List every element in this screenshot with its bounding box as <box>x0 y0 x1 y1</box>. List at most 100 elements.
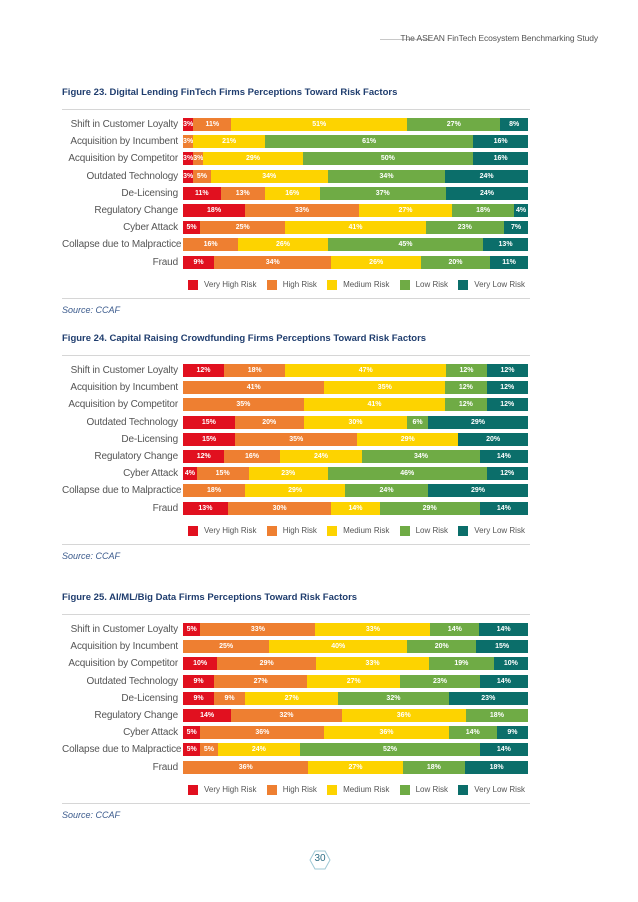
bar-segment-very-high-risk: 5% <box>183 726 201 740</box>
bar-segment-high-risk: 27% <box>214 674 308 688</box>
legend-swatch <box>458 279 469 290</box>
category-label: Shift in Customer Loyalty <box>70 624 179 636</box>
stacked-bar: 18% 33% 27% 18% 4% <box>183 204 528 218</box>
legend-label: Medium Risk <box>343 526 390 536</box>
bar-segment-medium-risk: 27% <box>308 760 403 774</box>
figure-bottom-rule <box>62 543 530 545</box>
bar-segment-high-risk: 9% <box>214 691 246 705</box>
category-label: Acquisition by Incumbent <box>70 641 178 653</box>
chart-row: Shift in Customer Loyalty 3% 11% 51% 27% 8% <box>62 116 530 133</box>
legend-swatch <box>188 525 198 536</box>
chart-row: Acquisition by Incumbent 25% 40% 20% 15% <box>62 638 530 655</box>
bar-segment-high-risk: 30% <box>227 501 332 515</box>
stacked-bar: 15% 35% 29% 20% <box>183 432 528 446</box>
legend-item: Very Low Risk <box>458 279 525 290</box>
chart-row: Collapse due to Malpractice 18% 29% 24% 29% <box>62 482 530 499</box>
legend-label: Low Risk <box>415 280 449 290</box>
legend-item: Medium Risk <box>327 279 389 290</box>
bar-segment-low-risk: 52% <box>300 743 480 757</box>
legend-swatch <box>266 279 277 290</box>
bar-segment-high-risk: 15% <box>196 467 249 481</box>
chart-legend: Very High Risk High Risk Medium Risk Low Ri… <box>183 279 528 290</box>
bar-segment-low-risk: 12% <box>446 364 487 378</box>
bar-segment-low-risk: 6% <box>407 415 428 429</box>
bar-segment-low-risk: 23% <box>400 674 480 688</box>
legend-label: Very High Risk <box>204 526 257 536</box>
bar-segment-very-high-risk: 5% <box>183 221 201 235</box>
bar-segment-medium-risk: 35% <box>324 381 446 395</box>
legend-swatch <box>399 784 410 795</box>
bar-segment-high-risk: 36% <box>200 726 325 740</box>
bar-segment-medium-risk: 36% <box>324 726 449 740</box>
category-label: Outdated Technology <box>86 170 179 182</box>
bar-segment-low-risk: 29% <box>379 501 480 515</box>
bar-segment-low-risk: 18% <box>452 204 515 218</box>
chart-row: Collapse due to Malpractice 16% 26% 45% 13% <box>62 236 530 253</box>
bar-segment-medium-risk: 36% <box>341 709 466 723</box>
bar-segment-very-low-risk: 14% <box>479 501 528 515</box>
stacked-bar: 35% 41% 12% 12% <box>183 398 528 412</box>
bar-segment-very-high-risk: 5% <box>183 743 201 757</box>
stacked-bar: 9% 27% 27% 23% 14% <box>183 674 528 688</box>
bar-segment-high-risk: 35% <box>235 432 358 446</box>
category-label: Shift in Customer Loyalty <box>70 365 179 377</box>
bar-segment-very-high-risk: 9% <box>183 691 215 705</box>
bar-segment-very-low-risk: 14% <box>479 450 528 464</box>
legend-label: High Risk <box>282 526 317 536</box>
bar-segment-low-risk: 12% <box>445 381 487 395</box>
legend-label: Medium Risk <box>343 785 390 795</box>
bar-segment-very-high-risk: 9% <box>183 674 215 688</box>
bar-segment-medium-risk: 24% <box>217 743 301 757</box>
stacked-bar: 15% 20% 30% 6% 29% <box>183 415 528 429</box>
bar-segment-very-high-risk: 10% <box>183 657 218 671</box>
bar-segment-very-high-risk: 14% <box>183 709 232 723</box>
bar-segment-very-low-risk: 12% <box>486 381 528 395</box>
bar-segment-low-risk: 34% <box>362 450 480 464</box>
bar-segment-very-low-risk: 23% <box>448 691 528 705</box>
bar-segment-low-risk: 24% <box>345 484 428 498</box>
chart-row: Acquisition by Competitor 3% 3% 29% 50% 16% <box>62 150 530 167</box>
bar-segment-very-low-risk: 10% <box>493 657 528 671</box>
legend-label: Low Risk <box>415 785 449 795</box>
bar-segment-low-risk: 14% <box>448 726 497 740</box>
bar-segment-very-low-risk: 29% <box>427 484 528 498</box>
bar-segment-low-risk: 45% <box>327 238 484 252</box>
bar-segment-very-low-risk: 12% <box>486 398 528 412</box>
stacked-bar: 3% 5% 34% 34% 24% <box>183 169 528 183</box>
bar-segment-very-low-risk: 14% <box>479 674 528 688</box>
chart-row: Outdated Technology 9% 27% 27% 23% 14% <box>62 673 530 690</box>
bar-segment-low-risk: 61% <box>264 135 474 149</box>
bar-segment-very-high-risk: 11% <box>183 186 221 200</box>
bar-segment-very-high-risk: 3% <box>183 169 194 183</box>
category-label: Acquisition by Competitor <box>68 399 178 411</box>
bar-segment-high-risk: 41% <box>183 381 325 395</box>
bar-segment-medium-risk: 26% <box>331 255 422 269</box>
stacked-bar: 12% 18% 47% 12% 12% <box>183 364 528 378</box>
bar-segment-very-low-risk: 24% <box>445 169 528 183</box>
legend-item: Medium Risk <box>327 525 390 536</box>
legend-item: Medium Risk <box>327 784 390 795</box>
bar-segment-high-risk: 32% <box>231 709 342 723</box>
bar-segment-very-low-risk: 14% <box>479 743 528 757</box>
stacked-bar: 5% 25% 41% 23% 7% <box>183 221 528 235</box>
chart-row: Regulatory Change 14% 32% 36% 18% <box>62 707 530 724</box>
bar-segment-very-high-risk: 18% <box>183 204 246 218</box>
page-number: 30 <box>314 853 326 864</box>
bar-segment-high-risk: 36% <box>183 760 309 774</box>
bar-segment-medium-risk: 34% <box>210 169 328 183</box>
legend-swatch <box>458 784 469 795</box>
legend-swatch <box>188 279 198 290</box>
bar-segment-low-risk: 18% <box>402 760 466 774</box>
chart-row: Acquisition by Incumbent 41% 35% 12% 12% <box>62 379 530 396</box>
header-rule <box>380 39 430 40</box>
category-label: Regulatory Change <box>94 710 178 722</box>
stacked-bar: 5% 33% 33% 14% 14% <box>183 623 528 637</box>
chart-row: Regulatory Change 18% 33% 27% 18% 4% <box>62 202 530 219</box>
bar-segment-high-risk: 3% <box>193 152 204 166</box>
chart-row: De-Licensing 9% 9% 27% 32% 23% <box>62 690 530 707</box>
bar-segment-very-high-risk: 4% <box>183 467 197 481</box>
bar-segment-very-high-risk: 5% <box>183 623 201 637</box>
bar-segment-high-risk: 3% <box>183 135 194 149</box>
figure-23: Figure 23. Digital Lending FinTech Firms… <box>62 86 530 315</box>
stacked-bar: 12% 16% 24% 34% 14% <box>183 450 528 464</box>
